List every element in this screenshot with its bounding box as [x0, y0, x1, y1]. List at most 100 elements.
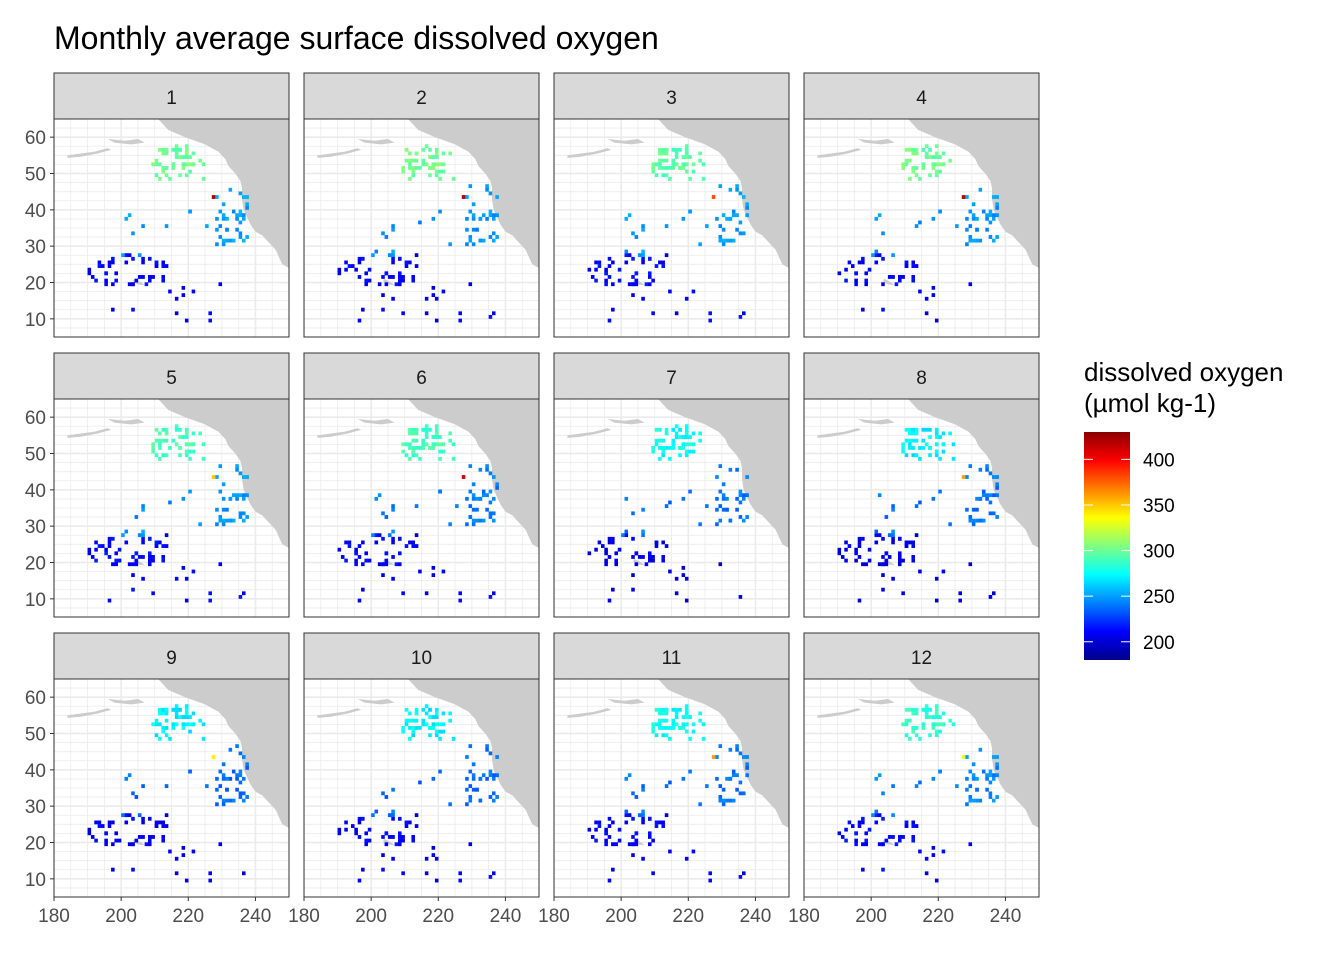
- data-cell: [414, 264, 419, 268]
- data-cell: [465, 776, 469, 781]
- data-cell: [171, 166, 176, 170]
- data-cell: [611, 536, 615, 541]
- data-cell: [107, 540, 112, 545]
- data-cell: [992, 511, 996, 516]
- data-cell: [428, 427, 432, 432]
- data-cell: [218, 562, 223, 567]
- data-cell: [161, 264, 165, 268]
- data-cell: [738, 595, 743, 599]
- data-cell: [674, 162, 679, 167]
- data-cell: [661, 453, 665, 458]
- data-cell: [738, 751, 743, 756]
- data-cell: [731, 213, 736, 218]
- data-cell: [488, 751, 493, 756]
- data-cell: [164, 533, 169, 538]
- data-cell: [718, 224, 723, 228]
- y-tick-label: 20: [25, 274, 46, 295]
- data-cell: [874, 216, 879, 221]
- data-cell: [904, 722, 909, 727]
- data-cell: [158, 711, 162, 716]
- data-cell: [408, 726, 412, 730]
- data-cell: [674, 707, 679, 712]
- data-cell: [631, 275, 635, 279]
- data-cell: [131, 816, 135, 821]
- data-cell: [424, 442, 429, 447]
- data-cell: [931, 726, 936, 730]
- data-cell: [668, 289, 672, 294]
- data-cell: [221, 482, 226, 487]
- data-cell: [151, 446, 155, 450]
- data-cell: [901, 591, 905, 596]
- data-cell: [411, 166, 415, 170]
- data-cell: [975, 787, 979, 792]
- data-cell: [661, 733, 665, 738]
- data-cell: [221, 202, 226, 207]
- data-cell: [728, 216, 733, 221]
- data-cell: [681, 573, 686, 578]
- data-cell: [495, 213, 499, 218]
- data-cell: [931, 216, 936, 221]
- data-cell: [901, 275, 905, 279]
- data-cell: [718, 518, 723, 523]
- data-cell: [738, 220, 743, 225]
- facet-panel-7: 7: [553, 352, 790, 618]
- data-cell: [634, 271, 639, 276]
- data-cell: [898, 838, 902, 843]
- data-cell: [465, 195, 469, 199]
- data-cell: [881, 587, 885, 592]
- data-cell: [891, 275, 895, 279]
- data-cell: [992, 475, 996, 479]
- data-cell: [691, 431, 696, 436]
- data-cell: [651, 871, 655, 876]
- data-cell: [391, 249, 395, 254]
- data-cell: [421, 147, 426, 152]
- data-cell: [428, 733, 432, 738]
- data-cell: [681, 565, 686, 570]
- data-cell: [684, 435, 689, 439]
- data-cell: [901, 442, 905, 447]
- data-cell: [438, 209, 442, 214]
- data-cell: [844, 278, 848, 283]
- data-cell: [238, 213, 243, 218]
- data-cell: [904, 453, 909, 458]
- data-cell-hotspot: [711, 195, 716, 199]
- data-cell: [431, 722, 436, 727]
- data-cell: [627, 813, 632, 818]
- data-cell: [478, 798, 483, 803]
- data-cell: [438, 169, 442, 174]
- data-cell: [481, 489, 486, 494]
- data-cell: [448, 718, 452, 723]
- colorbar-gradient: [1084, 432, 1130, 660]
- data-cell: [245, 206, 249, 210]
- data-cell: [418, 780, 422, 785]
- data-cell: [154, 260, 159, 265]
- data-cell: [434, 442, 439, 447]
- data-cell: [238, 511, 243, 516]
- data-cell: [485, 467, 489, 472]
- panel-border: [803, 678, 1040, 898]
- data-cell: [471, 773, 476, 778]
- data-cell: [101, 824, 105, 828]
- data-cell: [617, 267, 622, 272]
- data-cell: [668, 500, 672, 505]
- data-cell: [401, 838, 405, 843]
- data-cell: [658, 158, 662, 163]
- data-cell: [414, 504, 419, 508]
- data-cell: [938, 209, 942, 214]
- data-cell: [718, 504, 723, 508]
- data-cell: [161, 544, 165, 548]
- data-cell: [648, 271, 652, 276]
- data-cell-hotspot: [961, 755, 966, 759]
- data-cell: [398, 551, 402, 556]
- data-cell: [654, 544, 659, 548]
- data-cell: [337, 547, 342, 552]
- data-cell: [154, 722, 159, 727]
- data-cell: [434, 169, 439, 174]
- data-cell: [231, 238, 236, 243]
- data-cell: [492, 798, 496, 803]
- data-cell: [735, 787, 739, 792]
- data-cell: [721, 213, 726, 218]
- data-cell: [434, 424, 439, 429]
